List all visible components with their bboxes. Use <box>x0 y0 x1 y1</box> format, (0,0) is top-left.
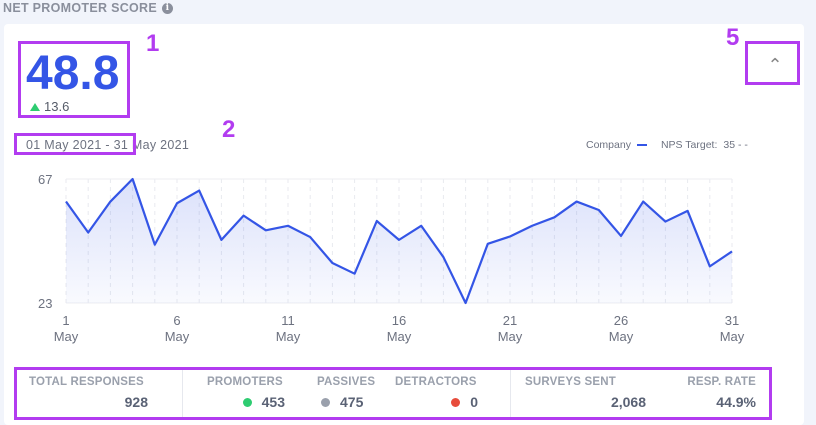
stat-total-responses: TOTAL RESPONSES 928 <box>17 370 182 418</box>
stat-surveys-sent: SURVEYS SENT 2,068 <box>510 370 646 418</box>
annotation-box-stats <box>14 367 772 420</box>
chevron-up-icon: ⌃ <box>767 54 783 75</box>
annotation-box-2 <box>14 133 136 155</box>
section-title: NET PROMOTER SCORE <box>3 1 158 15</box>
arrow-up-icon <box>30 102 40 111</box>
chart-legend: Company NPS Target: 35 - - <box>586 139 748 151</box>
stat-value: 44.9% <box>716 394 756 410</box>
legend-company-swatch <box>636 144 647 146</box>
stat-promoters: PROMOTERS 453 <box>182 370 297 418</box>
legend-target-value: 35 - - <box>723 139 748 151</box>
resp-rate-value: 44.9% <box>716 394 756 410</box>
stat-detractors: DETRACTORS 0 <box>395 370 510 418</box>
annotation-box-5 <box>745 41 800 85</box>
stat-value: 2,068 <box>525 394 646 410</box>
stat-label: PROMOTERS <box>207 376 283 388</box>
x-tick-month: May <box>609 329 634 344</box>
x-tick-label: 26 <box>614 313 628 328</box>
nps-score: 48.8 <box>26 47 120 100</box>
date-range[interactable]: 01 May 2021 - 31 May 2021 <box>26 138 190 152</box>
x-tick-label: 11 <box>281 313 295 328</box>
stat-label: TOTAL RESPONSES <box>29 376 144 388</box>
x-tick-label: 1 <box>62 313 69 328</box>
stat-value: 453 <box>207 394 297 410</box>
x-tick-month: May <box>387 329 412 344</box>
annotation-label-2: 2 <box>222 116 236 143</box>
x-tick-label: 31 <box>725 313 739 328</box>
x-tick-label: 21 <box>503 313 517 328</box>
x-tick-month: May <box>276 329 301 344</box>
legend-company: Company <box>586 139 631 151</box>
collapse-button[interactable]: ⌃ <box>752 45 798 85</box>
legend-target-label: NPS Target: <box>660 139 718 151</box>
stat-label: RESP. RATE <box>687 376 756 388</box>
detractors-value: 0 <box>470 394 478 410</box>
stat-value: 475 <box>317 394 395 410</box>
total-responses-value: 928 <box>124 394 148 410</box>
info-icon[interactable]: i <box>162 2 174 14</box>
promoters-dot-icon <box>242 397 252 407</box>
x-tick-label: 6 <box>173 313 180 328</box>
stat-resp-rate: RESP. RATE 44.9% <box>646 370 766 418</box>
annotation-label-1: 1 <box>146 30 160 57</box>
stat-value: 0 <box>395 394 510 410</box>
x-tick-month: May <box>498 329 523 344</box>
delta-value: 13.6 <box>44 99 70 114</box>
y-tick-label: 67 <box>38 172 52 187</box>
stats-bar: TOTAL RESPONSES 928 PROMOTERS 453 PASSIV… <box>17 370 769 418</box>
stat-label: SURVEYS SENT <box>525 376 617 388</box>
y-tick-label: 23 <box>38 296 52 311</box>
stat-label: PASSIVES <box>317 376 376 388</box>
stat-value: 928 <box>29 394 182 410</box>
x-tick-label: 16 <box>392 313 406 328</box>
x-tick-month: May <box>54 329 79 344</box>
passives-dot-icon <box>321 397 330 407</box>
annotation-box-1 <box>18 41 130 118</box>
x-tick-month: May <box>720 329 745 344</box>
stat-passives: PASSIVES 475 <box>297 370 395 418</box>
promoters-value: 453 <box>261 394 285 410</box>
section-header: NET PROMOTER SCORE i <box>3 1 174 15</box>
surveys-sent-value: 2,068 <box>610 394 646 410</box>
annotation-label-5: 5 <box>726 24 740 51</box>
stat-label: DETRACTORS <box>395 376 477 388</box>
detractors-dot-icon <box>451 397 461 407</box>
x-tick-month: May <box>165 329 190 344</box>
passives-value: 475 <box>340 394 364 410</box>
nps-delta: 13.6 <box>30 99 69 114</box>
